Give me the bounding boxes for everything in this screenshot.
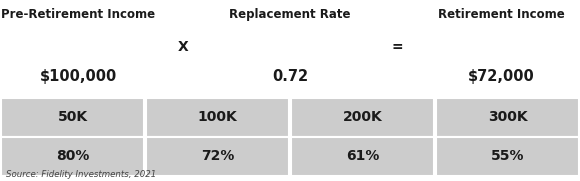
Text: Source: Fidelity Investments, 2021: Source: Fidelity Investments, 2021 [6,170,156,179]
Text: X: X [177,40,188,54]
FancyBboxPatch shape [436,98,578,137]
FancyBboxPatch shape [291,137,433,176]
FancyBboxPatch shape [146,98,289,137]
Text: 200K: 200K [343,110,382,124]
FancyBboxPatch shape [2,137,144,176]
Text: Retirement Income: Retirement Income [438,8,565,21]
Text: $72,000: $72,000 [468,69,535,84]
FancyBboxPatch shape [291,98,433,137]
Text: $100,000: $100,000 [39,69,117,84]
Text: 61%: 61% [346,149,379,163]
Text: 72%: 72% [201,149,234,163]
FancyBboxPatch shape [2,98,144,137]
Text: =: = [392,40,403,54]
FancyBboxPatch shape [146,137,289,176]
Text: 50K: 50K [57,110,88,124]
Text: 300K: 300K [488,110,527,124]
Text: 0.72: 0.72 [272,69,308,84]
Text: Pre-Retirement Income: Pre-Retirement Income [1,8,155,21]
Text: 80%: 80% [56,149,89,163]
Text: 55%: 55% [491,149,524,163]
FancyBboxPatch shape [436,137,578,176]
Text: 100K: 100K [198,110,237,124]
Text: Replacement Rate: Replacement Rate [229,8,351,21]
